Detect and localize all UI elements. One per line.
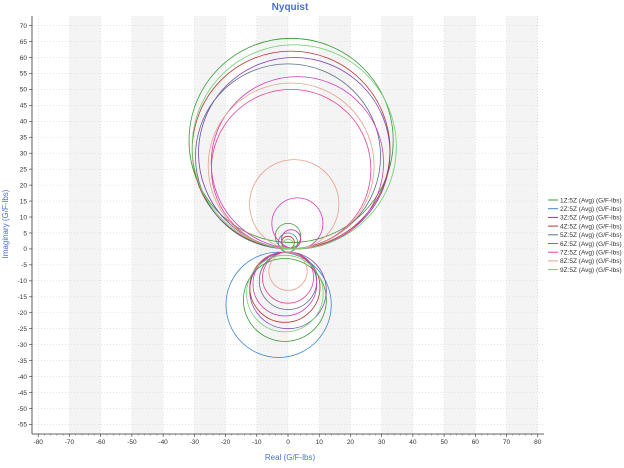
y-tick-label: 70 <box>20 23 28 30</box>
plot-band <box>381 16 413 434</box>
y-tick-label: 25 <box>20 166 28 173</box>
legend-item: 3Z:5Z (Avg) (G/F-lbs) <box>548 215 622 222</box>
y-tick-label: -35 <box>18 358 28 365</box>
x-tick-label: 50 <box>440 439 448 446</box>
legend-item: 8Z:5Z (Avg) (G/F-lbs) <box>548 258 622 265</box>
series-loop <box>246 254 324 333</box>
x-tick-label: 40 <box>409 439 417 446</box>
legend-item: 1Z:5Z (Avg) (G/F-lbs) <box>548 197 622 204</box>
x-tick-label: -20 <box>221 439 231 446</box>
y-tick-label: -45 <box>18 390 28 397</box>
legend-item: 7Z:5Z (Avg) (G/F-lbs) <box>548 250 622 257</box>
y-tick-label: -50 <box>18 406 28 413</box>
plot-band <box>319 16 351 434</box>
x-tick-label: 20 <box>347 439 355 446</box>
legend-label: 1Z:5Z (Avg) (G/F-lbs) <box>560 197 622 204</box>
x-tick-label: -50 <box>127 439 137 446</box>
legend-label: 5Z:5Z (Avg) (G/F-lbs) <box>560 232 622 239</box>
x-tick-label: 80 <box>534 439 542 446</box>
y-tick-label: 60 <box>20 55 28 62</box>
legend-label: 4Z:5Z (Avg) (G/F-lbs) <box>560 223 622 230</box>
legend-label: 9Z:5Z (Avg) (G/F-lbs) <box>560 267 622 274</box>
series-loop <box>225 251 332 358</box>
y-tick-label: 20 <box>20 182 28 189</box>
y-tick-label: 10 <box>20 214 28 221</box>
x-tick-label: 70 <box>503 439 511 446</box>
y-tick-label: -15 <box>18 294 28 301</box>
x-tick-label: 10 <box>316 439 324 446</box>
x-tick-label: -60 <box>96 439 106 446</box>
chart-title: Nyquist <box>272 2 309 13</box>
x-axis-label: Real (G/F-lbs) <box>265 453 316 462</box>
x-tick-label: 30 <box>378 439 386 446</box>
gridlines <box>32 16 544 434</box>
y-tick-label: 45 <box>20 103 28 110</box>
x-tick-label: -30 <box>190 439 200 446</box>
series-layer <box>188 37 397 358</box>
plot-band <box>256 16 288 434</box>
y-tick-label: -55 <box>18 422 28 429</box>
series-loop <box>188 37 394 243</box>
y-tick-label: 0 <box>23 246 27 253</box>
legend-item: 9Z:5Z (Avg) (G/F-lbs) <box>548 267 622 274</box>
y-tick-label: 40 <box>20 119 28 126</box>
x-tick-label: 0 <box>286 439 290 446</box>
y-tick-label: -20 <box>18 310 28 317</box>
plot-band <box>194 16 226 434</box>
legend-item: 5Z:5Z (Avg) (G/F-lbs) <box>548 232 622 239</box>
y-tick-label: 35 <box>20 135 28 142</box>
legend: 1Z:5Z (Avg) (G/F-lbs) 2Z:5Z (Avg) (G/F-lb… <box>548 197 622 274</box>
y-tick-label: 55 <box>20 71 28 78</box>
legend-label: 3Z:5Z (Avg) (G/F-lbs) <box>560 215 622 222</box>
x-tick-label: 60 <box>472 439 480 446</box>
y-tick-label: 65 <box>20 39 28 46</box>
y-tick-label: 5 <box>23 230 27 237</box>
series-9 <box>191 44 397 333</box>
legend-item: 4Z:5Z (Avg) (G/F-lbs) <box>548 223 622 230</box>
y-tick-label: 15 <box>20 198 28 205</box>
series-loop <box>242 258 327 342</box>
legend-item: 2Z:5Z (Avg) (G/F-lbs) <box>548 206 622 213</box>
y-tick-label: -30 <box>18 342 28 349</box>
legend-label: 8Z:5Z (Avg) (G/F-lbs) <box>560 258 622 265</box>
series-loop <box>191 44 397 250</box>
ticks-layer: -80 -70 -60 -50 -40 -30 -20 -10 0 10 20 30 40 50 60 70 8… <box>18 23 542 446</box>
y-tick-label: -25 <box>18 326 28 333</box>
plot-band <box>506 16 538 434</box>
x-tick-label: -40 <box>158 439 168 446</box>
plot-band <box>69 16 101 434</box>
y-tick-label: -10 <box>18 278 28 285</box>
y-tick-label: -5 <box>21 262 27 269</box>
y-tick-label: 50 <box>20 87 28 94</box>
x-tick-label: -10 <box>252 439 262 446</box>
y-tick-label: 30 <box>20 151 28 158</box>
legend-label: 7Z:5Z (Avg) (G/F-lbs) <box>560 250 622 257</box>
series-loop <box>281 238 295 253</box>
legend-label: 2Z:5Z (Avg) (G/F-lbs) <box>560 206 622 213</box>
plot-band <box>444 16 476 434</box>
legend-label: 6Z:5Z (Avg) (G/F-lbs) <box>560 241 622 248</box>
legend-item: 6Z:5Z (Avg) (G/F-lbs) <box>548 241 622 248</box>
plot-band <box>131 16 164 434</box>
y-tick-label: -40 <box>18 374 28 381</box>
y-axis-label: Imaginary (G/F-lbs) <box>1 189 10 258</box>
x-tick-label: -80 <box>34 439 44 446</box>
x-tick-label: -70 <box>65 439 75 446</box>
plot-bands <box>69 16 538 434</box>
